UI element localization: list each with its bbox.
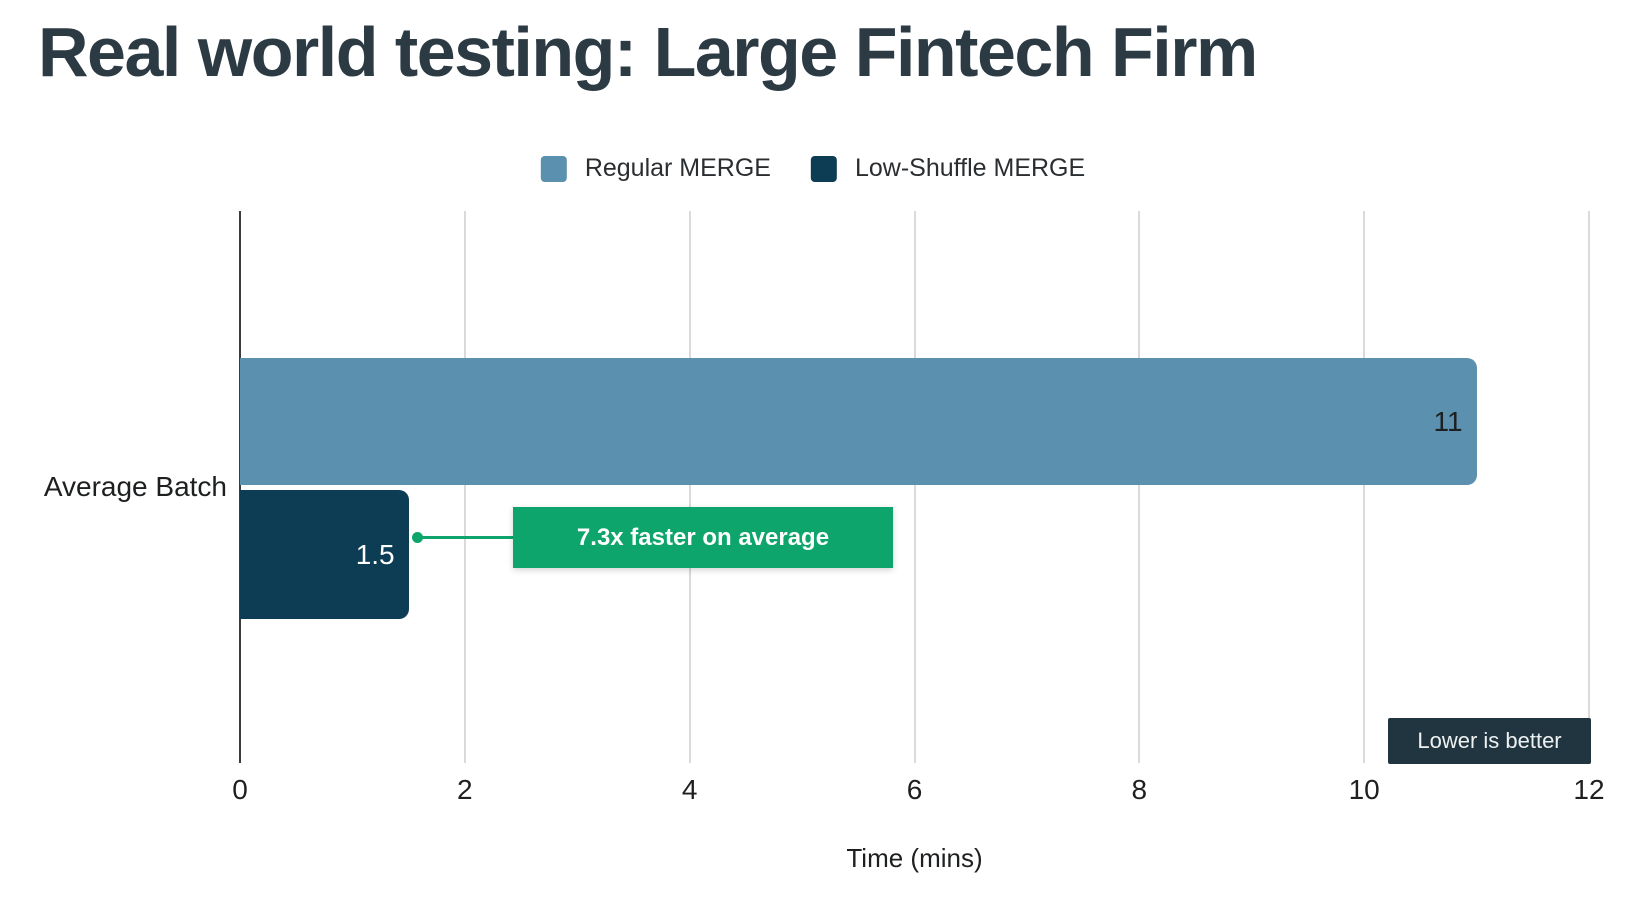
legend: Regular MERGE Low-Shuffle MERGE <box>540 154 1086 183</box>
x-tick-label-10: 10 <box>1348 774 1380 805</box>
legend-item-regular-merge: Regular MERGE <box>540 154 771 183</box>
gridline-x-12 <box>1588 211 1590 763</box>
x-tick-label-0: 0 <box>232 774 248 805</box>
bar-value-label-low-shuffle: 1.5 <box>355 538 395 570</box>
lower-is-better-badge: Lower is better <box>1388 718 1591 764</box>
legend-swatch-regular-merge-icon <box>540 155 567 182</box>
bar-value-label-regular: 11 <box>1433 405 1463 437</box>
gridline-x-4 <box>688 211 691 763</box>
gridline-x-8 <box>1138 211 1141 763</box>
legend-item-low-shuffle-merge: Low-Shuffle MERGE <box>810 154 1086 183</box>
x-tick-label-8: 8 <box>1131 774 1148 805</box>
annotation-connector-line <box>417 536 513 539</box>
gridline-x-10 <box>1363 211 1366 763</box>
legend-label-low-shuffle-merge: Low-Shuffle MERGE <box>854 154 1086 182</box>
annotation-callout: 7.3x faster on average <box>513 507 893 568</box>
page-title: Real world testing: Large Fintech Firm <box>38 13 1258 91</box>
gridline-x-2 <box>463 211 466 763</box>
y-axis-line <box>239 211 241 763</box>
x-axis-ticks: 0 2 4 6 8 10 12 <box>232 774 1604 808</box>
bar-regular-merge: 11 <box>240 358 1477 485</box>
x-tick-label-2: 2 <box>457 774 473 805</box>
legend-swatch-low-shuffle-merge-icon <box>810 155 837 182</box>
x-tick-label-4: 4 <box>681 774 698 805</box>
y-category-label: Average Batch <box>43 471 227 502</box>
gridline-x-6 <box>913 211 916 763</box>
x-axis-title: Time (mins) <box>846 843 983 873</box>
plot-area: 11 1.5 <box>239 211 1590 763</box>
x-tick-label-6: 6 <box>906 774 923 805</box>
bar-low-shuffle-merge: 1.5 <box>240 490 409 619</box>
legend-label-regular-merge: Regular MERGE <box>584 154 771 182</box>
x-tick-label-12: 12 <box>1573 774 1605 805</box>
